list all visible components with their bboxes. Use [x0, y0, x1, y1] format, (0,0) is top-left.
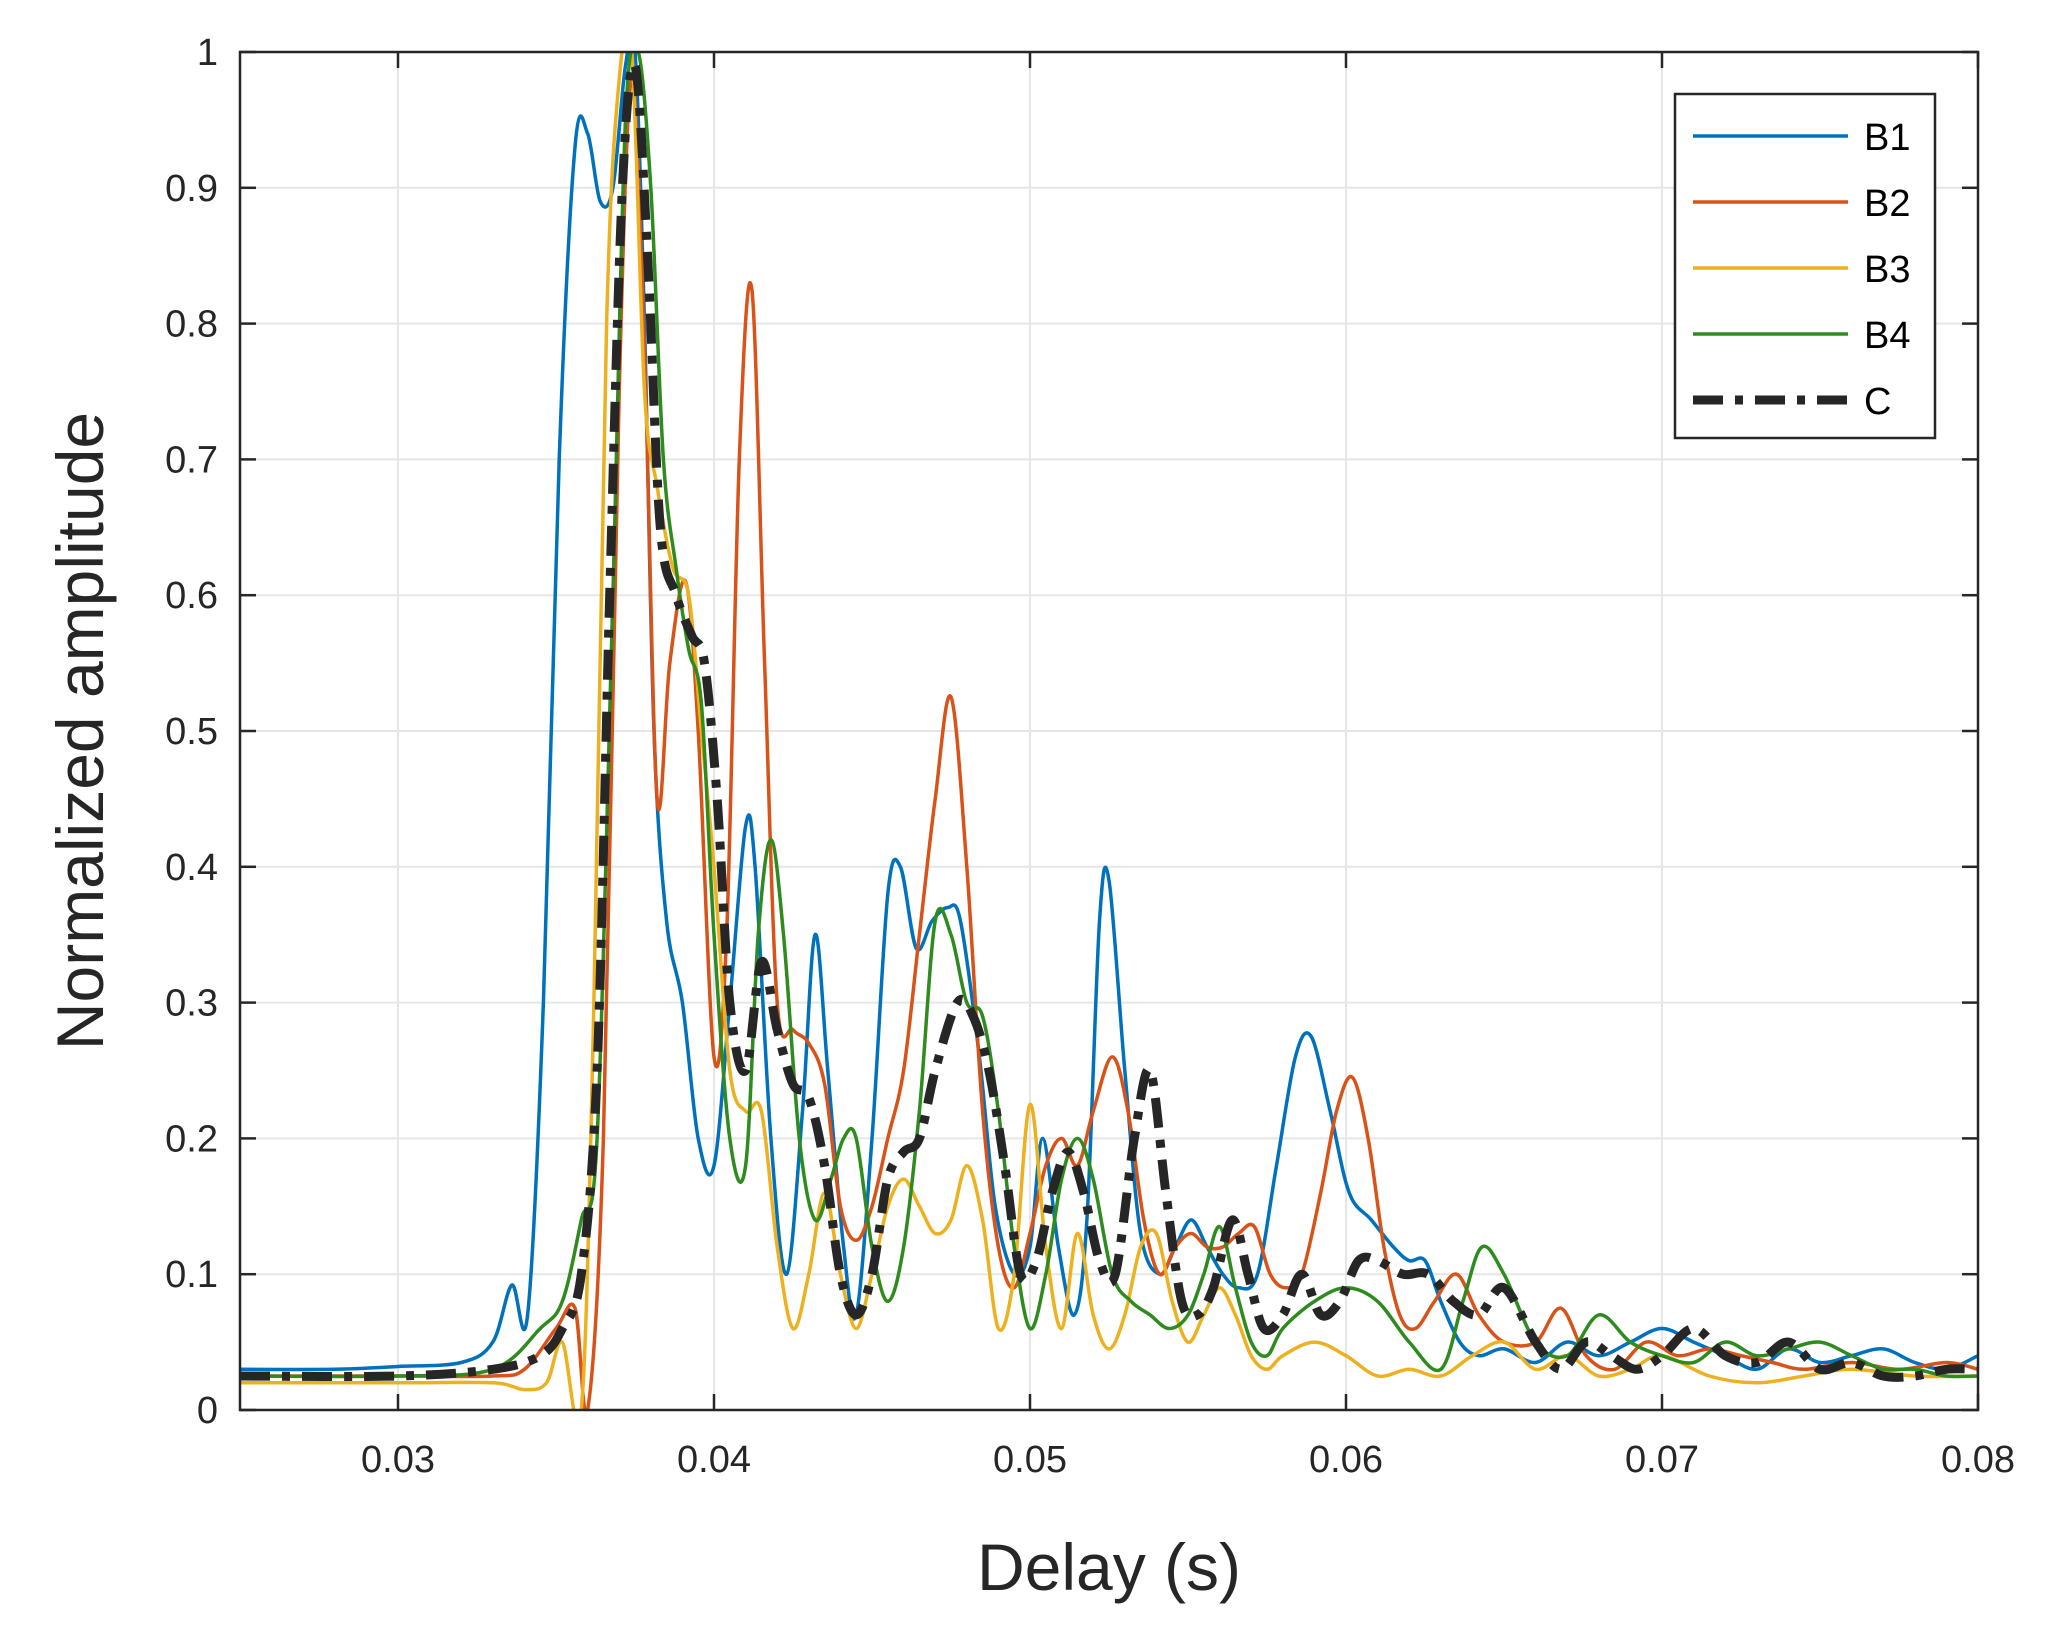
x-tick-label: 0.05	[993, 1439, 1067, 1481]
y-tick-label: 0.4	[165, 847, 218, 889]
series-layer	[240, 52, 1978, 1410]
series-line-b3	[240, 52, 1978, 1410]
tick-labels: 0.03 0.04 0.05 0.06 0.07 0.08 0 0.1 0.2 0.3 0.4 0.5…	[165, 32, 2015, 1481]
y-tick-label: 0.3	[165, 983, 218, 1025]
legend-items: B1 B2 B3 B4 C	[1693, 117, 1910, 423]
legend-label-c: C	[1864, 381, 1891, 423]
y-tick-label: 0.1	[165, 1254, 218, 1296]
series-line-c	[240, 59, 1978, 1382]
y-tick-label: 0.2	[165, 1118, 218, 1160]
y-tick-label: 0.5	[165, 711, 218, 753]
legend-label-b4: B4	[1864, 315, 1910, 357]
y-axis-title: Normalized amplitude	[43, 412, 117, 1050]
legend-label-b2: B2	[1864, 183, 1910, 225]
y-tick-label: 0.6	[165, 575, 218, 617]
x-tick-label: 0.06	[1309, 1439, 1383, 1481]
legend-box	[1673, 92, 1937, 440]
x-tick-label: 0.04	[677, 1439, 751, 1481]
x-tick-label: 0.03	[361, 1439, 435, 1481]
legend: B1 B2 B3 B4 C	[1673, 92, 1937, 440]
y-tick-label: 1	[197, 32, 218, 74]
x-tick-label: 0.07	[1625, 1439, 1699, 1481]
series-line-b1	[240, 52, 1978, 1372]
legend-label-b3: B3	[1864, 249, 1910, 291]
y-tick-label: 0	[197, 1390, 218, 1432]
y-tick-label: 0.7	[165, 439, 218, 481]
y-tick-label: 0.9	[165, 168, 218, 210]
legend-label-b1: B1	[1864, 117, 1910, 159]
x-tick-label: 0.08	[1941, 1439, 2015, 1481]
y-tick-label: 0.8	[165, 304, 218, 346]
x-axis-title: Delay (s)	[977, 1530, 1241, 1604]
ticks	[240, 50, 1980, 1412]
